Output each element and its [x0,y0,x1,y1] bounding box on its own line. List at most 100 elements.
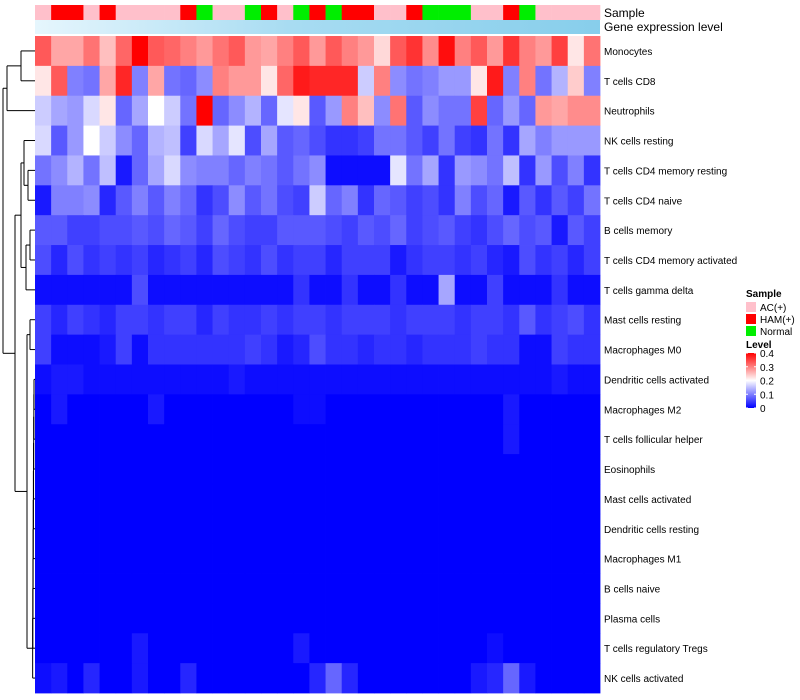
heatmap-cell [51,454,68,485]
heatmap-cell [244,304,262,336]
heatmap-cell [487,95,504,126]
heatmap-cell [438,513,456,545]
heatmap-cell [293,334,310,365]
heatmap-cell [148,125,165,156]
heatmap-cell [83,95,100,126]
heatmap-cell [422,274,439,306]
row-labels: Monocytes T cells CD8 Neutrophils NK cells … [604,47,737,685]
legend-sample-label: AC(+) [760,303,786,314]
heatmap-cell [551,454,569,485]
heatmap-cell [164,454,181,485]
heatmap-cell [180,543,197,574]
heatmap-cell [390,633,407,664]
heatmap-cell [164,274,181,306]
heatmap-cell [519,454,536,485]
heatmap-cell [51,215,68,246]
heatmap-cell [551,125,569,156]
heatmap-cell [67,95,84,126]
heatmap-cell [261,185,278,216]
heatmap-cell [196,513,213,545]
row-dendrogram [2,50,35,679]
sample-cell [583,5,601,20]
heatmap-cell [454,215,472,246]
heatmap-cell [212,36,230,67]
heatmap-cell [261,603,278,634]
heatmap-cell [99,245,117,276]
row-label: B cells naive [604,584,661,595]
heatmap-cell [51,603,68,634]
heatmap-cell [583,185,601,216]
heatmap-cell [244,155,262,186]
heatmap-cell [196,573,213,604]
heatmap-cell [390,155,407,186]
heatmap-cell [406,185,423,216]
heatmap-cell [438,364,456,395]
heatmap-cell [551,513,569,545]
heatmap-cell [277,483,294,515]
heatmap-cell [180,185,197,216]
heatmap-cell [67,573,84,604]
heatmap-cell [228,483,246,515]
heatmap-cell [487,304,504,336]
heatmap-cell [567,573,585,604]
heatmap-cell [277,633,294,664]
heatmap-cell [51,483,68,515]
heatmap-cell [277,543,294,574]
heatmap-cell [83,36,100,67]
heatmap-cell [131,603,149,634]
heatmap-cell [470,245,488,276]
heatmap-cell [196,65,213,97]
heatmap-cell [277,155,294,186]
heatmap-cell [293,215,310,246]
heatmap-cell [438,125,456,156]
heatmap-cell [341,334,359,365]
heatmap-cell [164,125,181,156]
heatmap-cell [341,394,359,425]
sample-cell [551,5,569,20]
heatmap-cell [261,483,278,515]
heatmap-cell [51,633,68,664]
heatmap-cell [196,364,213,395]
heatmap-cell [357,543,375,574]
heatmap-cell [35,334,52,365]
heatmap-cell [244,364,262,395]
heatmap-cell [390,215,407,246]
heatmap-cell [148,483,165,515]
heatmap-cell [196,304,213,336]
heatmap-cell [535,155,552,186]
heatmap-cell [438,633,456,664]
heatmap-cell [261,274,278,306]
heatmap-cell [374,155,391,186]
heatmap-cell [535,573,552,604]
heatmap-cell [277,663,294,694]
heatmap-cell [470,424,488,455]
sample-annotation-label: Sample [604,6,645,20]
heatmap-cell [99,633,117,664]
heatmap-cell [454,483,472,515]
heatmap-cell [99,304,117,336]
heatmap-cell [51,65,68,97]
heatmap-cell [583,95,601,126]
heatmap-cell [35,215,52,246]
heatmap-cell [357,245,375,276]
heatmap-cell [35,424,52,455]
heatmap-cell [228,95,246,126]
heatmap-cell [357,483,375,515]
heatmap-cell [487,394,504,425]
heatmap-cell [454,364,472,395]
heatmap-cell [583,394,601,425]
heatmap-cell [35,543,52,574]
heatmap-cell [115,513,133,545]
heatmap-cell [535,36,552,67]
heatmap-cell [390,65,407,97]
gene-expression-gradient [35,20,600,34]
heatmap-cell [390,454,407,485]
heatmap-cell [244,245,262,276]
heatmap-cell [164,215,181,246]
heatmap-cell [180,394,197,425]
heatmap-cell [35,513,52,545]
heatmap-cell [357,573,375,604]
heatmap-cell [148,424,165,455]
heatmap-cell [180,304,197,336]
sample-cell [148,5,165,20]
